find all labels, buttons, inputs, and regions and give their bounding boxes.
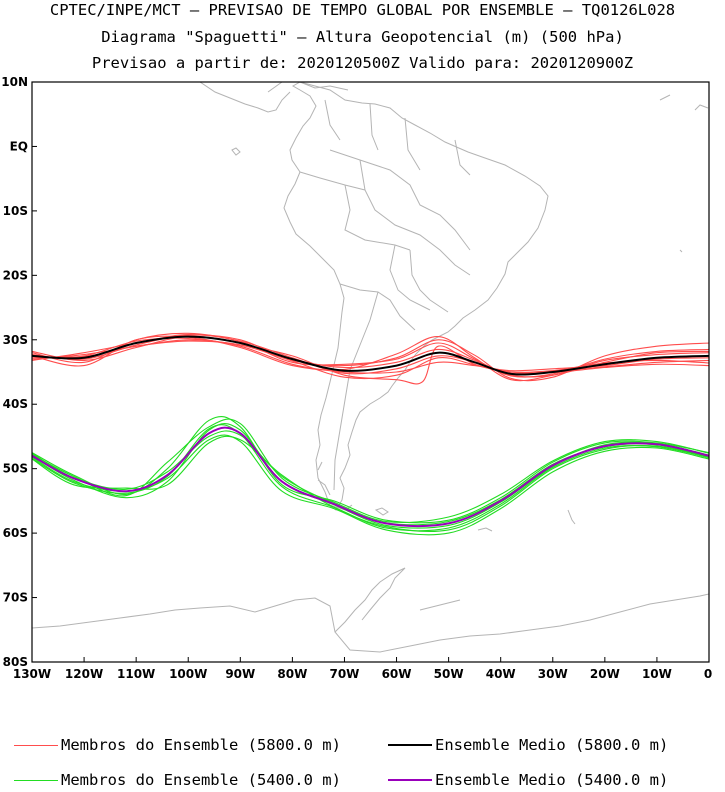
legend: Membros do Ensemble (5800.0 m) Ensemble … [0,730,725,790]
lon-tick-label: 100W [169,667,207,681]
lon-tick-label: 70W [329,667,359,681]
lat-tick-label: 20S [3,268,28,282]
legend-label-members-5800: Membros do Ensemble (5800.0 m) [61,736,341,754]
lon-tick-label: 20W [590,667,620,681]
lon-tick-label: 30W [538,667,568,681]
mean-5800-line [32,335,709,376]
lat-tick-label: 70S [3,591,28,605]
lat-tick-label: 50S [3,462,28,476]
legend-line-members-5800 [14,744,58,746]
lat-tick-label: EQ [10,139,28,153]
legend-item-members-5400: Membros do Ensemble (5400.0 m) [14,771,341,789]
legend-line-members-5400 [14,779,58,781]
map-frame [31,81,710,663]
lat-tick-label: 60S [3,526,28,540]
legend-label-members-5400: Membros do Ensemble (5400.0 m) [61,771,341,789]
mean-5400-line [32,426,709,528]
legend-item-mean-5400: Ensemble Medio (5400.0 m) [388,771,668,789]
lat-tick-label: 80S [3,655,28,669]
member-5800-line [32,332,709,378]
member-5400-line [32,424,709,532]
chart-title-line2: Diagrama "Spaguetti" – Altura Geopotenci… [101,28,624,46]
lon-tick-label: 0 [704,667,712,681]
legend-line-mean-5800 [388,744,432,746]
member-5800-line [32,340,709,379]
lon-tick-label: 40W [486,667,516,681]
coastlines [32,82,709,662]
member-5800-line [32,335,709,382]
lon-tick-label: 10W [642,667,672,681]
lon-tick-label: 80W [277,667,307,681]
member-5800-line [32,334,709,382]
lon-tick-label: 130W [13,667,51,681]
contour-lines [32,332,709,536]
lat-tick-label: 30S [3,333,28,347]
lon-tick-label: 120W [65,667,103,681]
lat-tick-label: 40S [3,397,28,411]
chart-title-line1: CPTEC/INPE/MCT – PREVISAO DE TEMPO GLOBA… [49,1,676,19]
lon-tick-label: 50W [434,667,464,681]
legend-label-mean-5800: Ensemble Medio (5800.0 m) [435,736,669,754]
south-america-coast [267,82,549,511]
lon-tick-label: 60W [382,667,412,681]
legend-item-mean-5800: Ensemble Medio (5800.0 m) [388,736,668,754]
antarctica-coast [32,567,709,662]
lon-tick-label: 90W [225,667,255,681]
lat-tick-label: 10S [3,204,28,218]
lat-tick-label: 10N [1,75,28,89]
legend-label-mean-5400: Ensemble Medio (5400.0 m) [435,771,669,789]
chart-title-line3: Previsao a partir de: 2020120500Z Valido… [91,54,634,72]
legend-item-members-5800: Membros do Ensemble (5800.0 m) [14,736,341,754]
legend-line-mean-5400 [388,779,432,781]
lon-tick-label: 110W [117,667,155,681]
